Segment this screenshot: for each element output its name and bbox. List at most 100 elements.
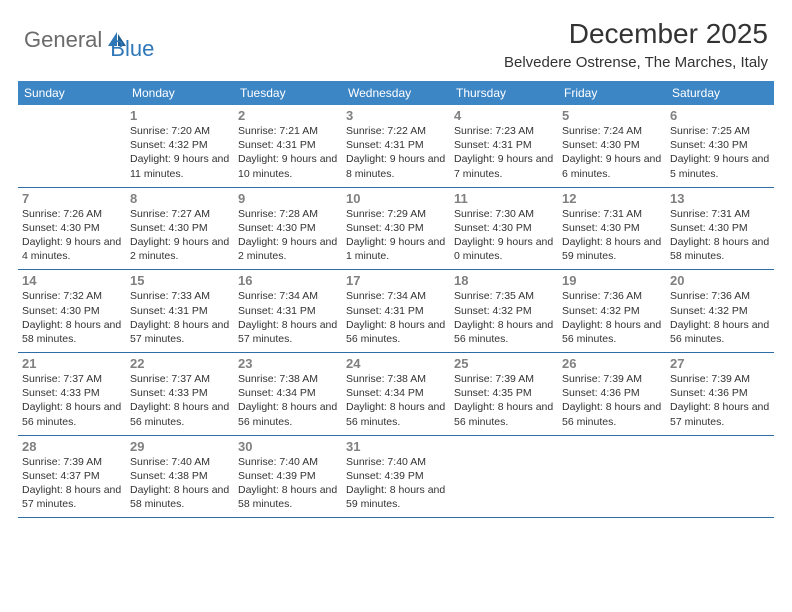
day-number: 24	[346, 356, 446, 371]
day-info: Sunrise: 7:39 AMSunset: 4:35 PMDaylight:…	[454, 372, 554, 429]
daylight-text: Daylight: 8 hours and 56 minutes.	[238, 400, 338, 428]
weeks-container: 1Sunrise: 7:20 AMSunset: 4:32 PMDaylight…	[18, 105, 774, 518]
sunrise-text: Sunrise: 7:39 AM	[562, 372, 662, 386]
day-cell: 29Sunrise: 7:40 AMSunset: 4:38 PMDayligh…	[126, 436, 234, 518]
day-number: 2	[238, 108, 338, 123]
day-info: Sunrise: 7:23 AMSunset: 4:31 PMDaylight:…	[454, 124, 554, 181]
day-info: Sunrise: 7:33 AMSunset: 4:31 PMDaylight:…	[130, 289, 230, 346]
day-info: Sunrise: 7:22 AMSunset: 4:31 PMDaylight:…	[346, 124, 446, 181]
sunset-text: Sunset: 4:31 PM	[130, 304, 230, 318]
daylight-text: Daylight: 9 hours and 8 minutes.	[346, 152, 446, 180]
day-cell: 10Sunrise: 7:29 AMSunset: 4:30 PMDayligh…	[342, 188, 450, 270]
sunrise-text: Sunrise: 7:31 AM	[670, 207, 770, 221]
day-cell: 19Sunrise: 7:36 AMSunset: 4:32 PMDayligh…	[558, 270, 666, 352]
day-info: Sunrise: 7:32 AMSunset: 4:30 PMDaylight:…	[22, 289, 122, 346]
day-info: Sunrise: 7:21 AMSunset: 4:31 PMDaylight:…	[238, 124, 338, 181]
daylight-text: Daylight: 8 hours and 59 minutes.	[346, 483, 446, 511]
day-cell: 1Sunrise: 7:20 AMSunset: 4:32 PMDaylight…	[126, 105, 234, 187]
day-info: Sunrise: 7:38 AMSunset: 4:34 PMDaylight:…	[346, 372, 446, 429]
day-cell: 12Sunrise: 7:31 AMSunset: 4:30 PMDayligh…	[558, 188, 666, 270]
sunset-text: Sunset: 4:30 PM	[670, 138, 770, 152]
sunset-text: Sunset: 4:33 PM	[130, 386, 230, 400]
day-number: 7	[22, 191, 122, 206]
title-block: December 2025 Belvedere Ostrense, The Ma…	[504, 18, 768, 71]
day-number: 19	[562, 273, 662, 288]
day-cell: 21Sunrise: 7:37 AMSunset: 4:33 PMDayligh…	[18, 353, 126, 435]
sunset-text: Sunset: 4:30 PM	[22, 221, 122, 235]
sunrise-text: Sunrise: 7:29 AM	[346, 207, 446, 221]
day-cell: 16Sunrise: 7:34 AMSunset: 4:31 PMDayligh…	[234, 270, 342, 352]
day-info: Sunrise: 7:36 AMSunset: 4:32 PMDaylight:…	[562, 289, 662, 346]
day-cell	[450, 436, 558, 518]
day-info: Sunrise: 7:30 AMSunset: 4:30 PMDaylight:…	[454, 207, 554, 264]
week-row: 1Sunrise: 7:20 AMSunset: 4:32 PMDaylight…	[18, 105, 774, 188]
sunrise-text: Sunrise: 7:33 AM	[130, 289, 230, 303]
sunset-text: Sunset: 4:30 PM	[670, 221, 770, 235]
day-cell: 7Sunrise: 7:26 AMSunset: 4:30 PMDaylight…	[18, 188, 126, 270]
day-info: Sunrise: 7:39 AMSunset: 4:36 PMDaylight:…	[670, 372, 770, 429]
sunset-text: Sunset: 4:30 PM	[346, 221, 446, 235]
day-info: Sunrise: 7:37 AMSunset: 4:33 PMDaylight:…	[22, 372, 122, 429]
day-cell: 24Sunrise: 7:38 AMSunset: 4:34 PMDayligh…	[342, 353, 450, 435]
day-number: 22	[130, 356, 230, 371]
daylight-text: Daylight: 9 hours and 6 minutes.	[562, 152, 662, 180]
day-cell: 20Sunrise: 7:36 AMSunset: 4:32 PMDayligh…	[666, 270, 774, 352]
daylight-text: Daylight: 8 hours and 57 minutes.	[130, 318, 230, 346]
day-cell: 6Sunrise: 7:25 AMSunset: 4:30 PMDaylight…	[666, 105, 774, 187]
sunrise-text: Sunrise: 7:26 AM	[22, 207, 122, 221]
daylight-text: Daylight: 8 hours and 56 minutes.	[346, 318, 446, 346]
day-cell: 17Sunrise: 7:34 AMSunset: 4:31 PMDayligh…	[342, 270, 450, 352]
daylight-text: Daylight: 8 hours and 56 minutes.	[562, 400, 662, 428]
sunset-text: Sunset: 4:31 PM	[346, 304, 446, 318]
daylight-text: Daylight: 8 hours and 57 minutes.	[238, 318, 338, 346]
sunrise-text: Sunrise: 7:25 AM	[670, 124, 770, 138]
daylight-text: Daylight: 8 hours and 58 minutes.	[238, 483, 338, 511]
sunset-text: Sunset: 4:32 PM	[130, 138, 230, 152]
weekday-header-row: SundayMondayTuesdayWednesdayThursdayFrid…	[18, 81, 774, 105]
sunrise-text: Sunrise: 7:34 AM	[238, 289, 338, 303]
day-info: Sunrise: 7:27 AMSunset: 4:30 PMDaylight:…	[130, 207, 230, 264]
daylight-text: Daylight: 9 hours and 7 minutes.	[454, 152, 554, 180]
day-cell: 4Sunrise: 7:23 AMSunset: 4:31 PMDaylight…	[450, 105, 558, 187]
sunrise-text: Sunrise: 7:37 AM	[130, 372, 230, 386]
week-row: 28Sunrise: 7:39 AMSunset: 4:37 PMDayligh…	[18, 436, 774, 519]
sunrise-text: Sunrise: 7:30 AM	[454, 207, 554, 221]
sunset-text: Sunset: 4:36 PM	[670, 386, 770, 400]
sunset-text: Sunset: 4:39 PM	[346, 469, 446, 483]
day-cell: 9Sunrise: 7:28 AMSunset: 4:30 PMDaylight…	[234, 188, 342, 270]
day-info: Sunrise: 7:28 AMSunset: 4:30 PMDaylight:…	[238, 207, 338, 264]
weekday-header: Tuesday	[234, 81, 342, 105]
day-number: 1	[130, 108, 230, 123]
sunset-text: Sunset: 4:38 PM	[130, 469, 230, 483]
day-number: 16	[238, 273, 338, 288]
day-cell: 5Sunrise: 7:24 AMSunset: 4:30 PMDaylight…	[558, 105, 666, 187]
sunrise-text: Sunrise: 7:40 AM	[346, 455, 446, 469]
day-info: Sunrise: 7:37 AMSunset: 4:33 PMDaylight:…	[130, 372, 230, 429]
daylight-text: Daylight: 9 hours and 2 minutes.	[130, 235, 230, 263]
sunset-text: Sunset: 4:31 PM	[238, 138, 338, 152]
sunset-text: Sunset: 4:30 PM	[454, 221, 554, 235]
daylight-text: Daylight: 8 hours and 56 minutes.	[454, 318, 554, 346]
day-info: Sunrise: 7:39 AMSunset: 4:37 PMDaylight:…	[22, 455, 122, 512]
week-row: 21Sunrise: 7:37 AMSunset: 4:33 PMDayligh…	[18, 353, 774, 436]
day-number: 10	[346, 191, 446, 206]
day-cell: 3Sunrise: 7:22 AMSunset: 4:31 PMDaylight…	[342, 105, 450, 187]
sunset-text: Sunset: 4:31 PM	[454, 138, 554, 152]
weekday-header: Thursday	[450, 81, 558, 105]
day-number: 28	[22, 439, 122, 454]
day-number: 14	[22, 273, 122, 288]
day-info: Sunrise: 7:40 AMSunset: 4:39 PMDaylight:…	[346, 455, 446, 512]
day-cell: 2Sunrise: 7:21 AMSunset: 4:31 PMDaylight…	[234, 105, 342, 187]
day-number: 3	[346, 108, 446, 123]
sunset-text: Sunset: 4:30 PM	[22, 304, 122, 318]
day-cell	[18, 105, 126, 187]
location-text: Belvedere Ostrense, The Marches, Italy	[504, 54, 768, 71]
weekday-header: Monday	[126, 81, 234, 105]
sunrise-text: Sunrise: 7:27 AM	[130, 207, 230, 221]
sunset-text: Sunset: 4:30 PM	[238, 221, 338, 235]
sunset-text: Sunset: 4:30 PM	[562, 138, 662, 152]
sunset-text: Sunset: 4:34 PM	[238, 386, 338, 400]
daylight-text: Daylight: 9 hours and 0 minutes.	[454, 235, 554, 263]
daylight-text: Daylight: 8 hours and 56 minutes.	[22, 400, 122, 428]
day-number: 15	[130, 273, 230, 288]
